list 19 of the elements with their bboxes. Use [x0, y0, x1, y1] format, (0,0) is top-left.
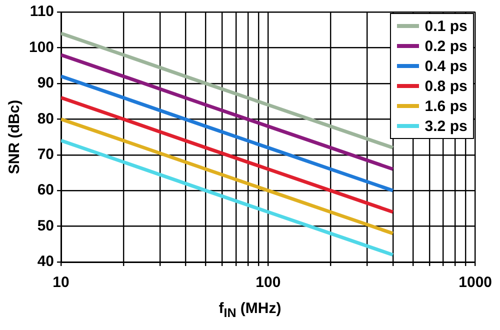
y-tick-label: 90 — [37, 74, 54, 92]
x-axis-title: f$_{IN}$ (MHz) — [218, 300, 282, 320]
y-tick-label: 40 — [37, 253, 54, 270]
legend-label: 0.8 ps — [424, 78, 468, 94]
legend-label: 3.2 ps — [424, 118, 468, 134]
legend-label: 0.4 ps — [424, 58, 468, 74]
x-tick-label: 10 — [52, 274, 70, 292]
x-tick-label: 1000 — [458, 274, 492, 292]
x-tick-label: 100 — [256, 274, 281, 292]
y-tick-label: 100 — [28, 38, 54, 56]
legend-label: 0.1 ps — [424, 18, 468, 34]
y-tick-label: 110 — [30, 3, 54, 20]
y-tick-label: 80 — [37, 110, 54, 128]
y-axis-title: SNR (dBc) — [6, 100, 24, 174]
legend-label: 1.6 ps — [424, 98, 468, 114]
y-tick-label: 60 — [37, 182, 54, 199]
y-tick-label: 50 — [37, 217, 54, 234]
y-tick-label: 70 — [37, 146, 54, 163]
legend-label: 0.2 ps — [424, 38, 468, 54]
